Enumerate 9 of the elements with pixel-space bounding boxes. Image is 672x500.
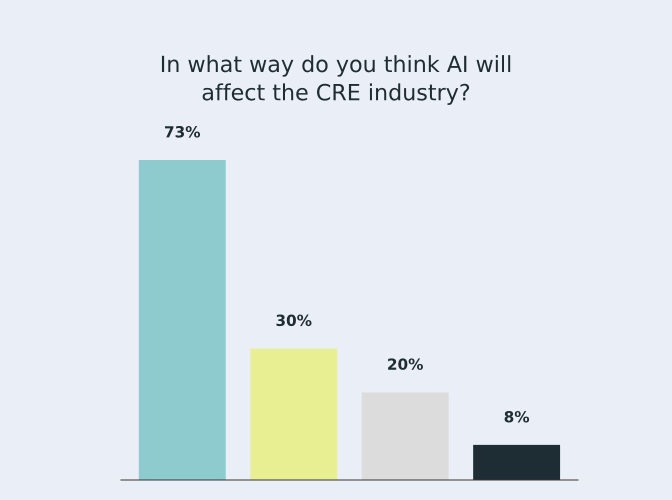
bar	[138, 160, 226, 480]
data-label: 20%	[388, 358, 423, 370]
data-label: 8%	[504, 410, 530, 423]
bar	[473, 444, 560, 480]
chart-title: In what way do you think AI will affect the CRE industry?	[162, 55, 510, 105]
bar	[362, 392, 449, 480]
data-label: 30%	[276, 314, 312, 326]
bar	[250, 348, 338, 480]
data-label: 73%	[164, 126, 200, 138]
